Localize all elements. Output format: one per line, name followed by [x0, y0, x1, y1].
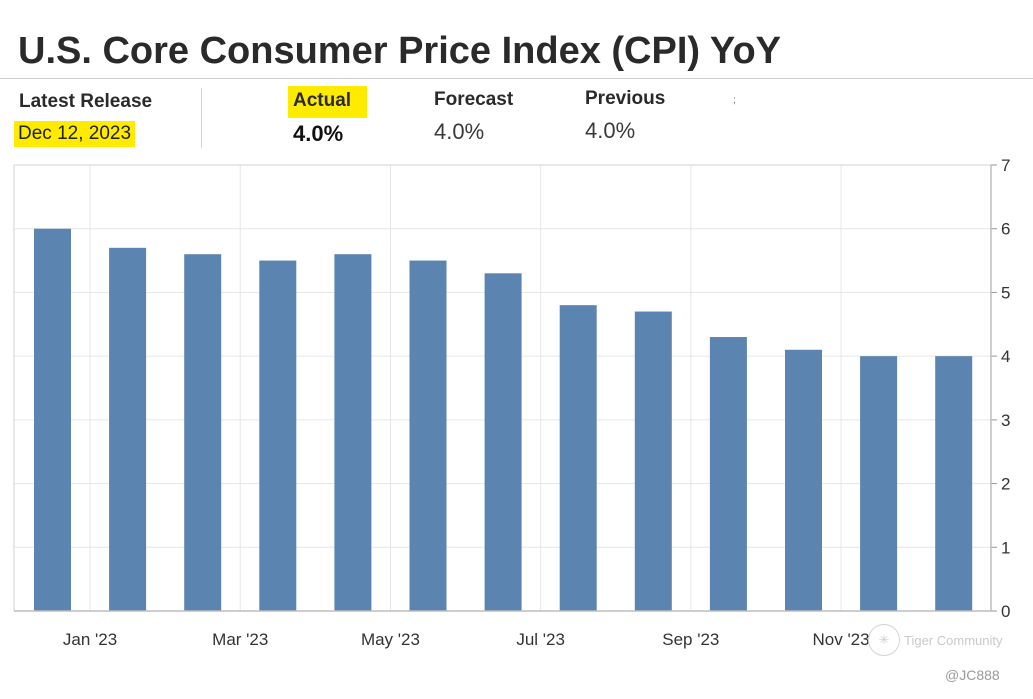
bar [34, 228, 71, 611]
y-tick-label: 4 [1001, 347, 1010, 366]
x-tick-label: Mar '23 [212, 630, 268, 649]
author-handle: @JC888 [945, 667, 1000, 683]
x-tick-label: May '23 [361, 630, 420, 649]
title-divider [0, 78, 1033, 79]
actual-label: Actual [288, 86, 368, 118]
x-tick-label: Jan '23 [63, 630, 117, 649]
actual-value: 4.0% [293, 121, 344, 146]
stray-mark: ; [733, 95, 736, 106]
bar [559, 305, 597, 611]
tiger-icon: ✳ [868, 624, 900, 656]
page-title: U.S. Core Consumer Price Index (CPI) YoY [18, 30, 782, 72]
bar [634, 311, 672, 611]
previous-label: Previous [585, 88, 666, 109]
bar [785, 349, 822, 611]
bar [860, 356, 898, 611]
y-tick-label: 3 [1001, 411, 1010, 430]
forecast-label: Forecast [434, 89, 514, 110]
x-tick-label: Sep '23 [662, 630, 719, 649]
bar [259, 260, 297, 611]
chart-bars [34, 228, 973, 612]
latest-release-label: Latest Release [19, 91, 153, 112]
bar [409, 260, 447, 611]
y-tick-label: 1 [1001, 538, 1010, 557]
x-tick-label: Nov '23 [812, 630, 869, 649]
forecast-value: 4.0% [434, 119, 485, 144]
bar [184, 254, 222, 611]
previous-value: 4.0% [585, 118, 636, 143]
y-tick-label: 6 [1001, 220, 1010, 239]
x-tick-label: Jul '23 [516, 630, 565, 649]
bar [709, 337, 747, 611]
watermark: ✳ Tiger Community [868, 624, 1002, 656]
y-tick-label: 7 [1001, 156, 1010, 175]
y-tick-label: 0 [1001, 602, 1010, 621]
y-tick-label: 5 [1001, 283, 1010, 302]
chart-tick-labels: 0 1 2 3 4 5 6 7 Jan '23 Mar '23 May '23 Jul '23 Sep … [63, 156, 1011, 649]
chart-axes [13, 164, 997, 612]
bar [109, 247, 147, 612]
y-tick-label: 2 [1001, 475, 1010, 494]
bar [484, 273, 522, 611]
bar [334, 254, 372, 611]
latest-release-date: Dec 12, 2023 [14, 121, 136, 147]
bar [935, 356, 973, 611]
watermark-text: Tiger Community [904, 632, 1003, 648]
stats-divider [201, 88, 202, 148]
